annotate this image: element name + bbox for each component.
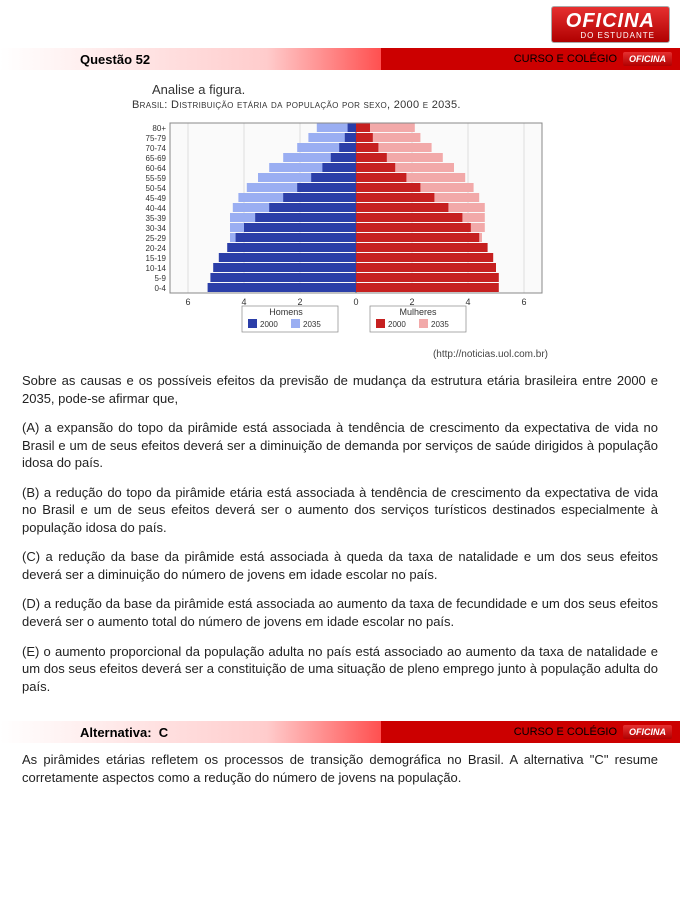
figure-instruction: Analise a figura. xyxy=(152,82,658,97)
pyramid-svg: 6 4 2 0 2 4 6 80+75-7970-7465-6960-6455-5950-54… xyxy=(120,117,560,347)
answer-label: Alternativa: C xyxy=(0,725,168,740)
svg-text:6: 6 xyxy=(521,297,526,307)
population-pyramid-chart: 6 4 2 0 2 4 6 80+75-7970-7465-6960-6455-5950-54… xyxy=(120,117,560,347)
logo-small: OFICINA xyxy=(623,52,672,66)
svg-text:10-14: 10-14 xyxy=(146,264,167,273)
svg-text:Homens: Homens xyxy=(269,307,303,317)
svg-text:0: 0 xyxy=(353,297,358,307)
svg-text:70-74: 70-74 xyxy=(146,144,167,153)
svg-text:4: 4 xyxy=(241,297,246,307)
question-intro: Sobre as causas e os possíveis efeitos d… xyxy=(22,372,658,407)
svg-text:2: 2 xyxy=(297,297,302,307)
svg-text:75-79: 75-79 xyxy=(146,134,167,143)
svg-text:50-54: 50-54 xyxy=(146,184,167,193)
stripe-right: CURSO E COLÉGIO OFICINA xyxy=(381,48,680,70)
svg-text:2000: 2000 xyxy=(260,320,278,329)
svg-text:80+: 80+ xyxy=(152,124,166,133)
alt-e: (E) o aumento proporcional da população … xyxy=(22,643,658,696)
svg-text:30-34: 30-34 xyxy=(146,224,167,233)
header: OFICINA DO ESTUDANTE xyxy=(0,0,680,48)
svg-text:0-4: 0-4 xyxy=(154,284,166,293)
content: Analise a figura. Brasil: Distribuição e… xyxy=(0,70,680,721)
svg-text:20-24: 20-24 xyxy=(146,244,167,253)
logo-sub: DO ESTUDANTE xyxy=(566,32,655,40)
answer-label-text: Alternativa: xyxy=(80,725,152,740)
svg-text:2035: 2035 xyxy=(303,320,321,329)
svg-text:2000: 2000 xyxy=(388,320,406,329)
course-label: CURSO E COLÉGIO xyxy=(514,53,617,65)
question-stripe: Questão 52 CURSO E COLÉGIO OFICINA xyxy=(0,48,680,70)
svg-text:4: 4 xyxy=(465,297,470,307)
alt-d: (D) a redução da base da pirâmide está a… xyxy=(22,595,658,630)
svg-text:35-39: 35-39 xyxy=(146,214,167,223)
logo-small-2: OFICINA xyxy=(623,725,672,739)
alt-b: (B) a redução do topo da pirâmide etária… xyxy=(22,484,658,537)
svg-text:65-69: 65-69 xyxy=(146,154,167,163)
question-number: Questão 52 xyxy=(0,52,150,67)
alt-c: (C) a redução da base da pirâmide está a… xyxy=(22,548,658,583)
svg-text:25-29: 25-29 xyxy=(146,234,167,243)
svg-text:2035: 2035 xyxy=(431,320,449,329)
logo: OFICINA DO ESTUDANTE xyxy=(551,6,670,43)
svg-text:6: 6 xyxy=(185,297,190,307)
answer-stripe: Alternativa: C CURSO E COLÉGIO OFICINA xyxy=(0,721,680,743)
svg-text:5-9: 5-9 xyxy=(154,274,166,283)
svg-text:60-64: 60-64 xyxy=(146,164,167,173)
answer-stripe-left: Alternativa: C xyxy=(0,721,381,743)
explanation: As pirâmides etárias refletem os process… xyxy=(0,743,680,804)
alt-a: (A) a expansão do topo da pirâmide está … xyxy=(22,419,658,472)
svg-text:2: 2 xyxy=(409,297,414,307)
svg-text:40-44: 40-44 xyxy=(146,204,167,213)
logo-main: OFICINA xyxy=(566,10,655,32)
figure-source: (http://noticias.uol.com.br) xyxy=(22,349,548,360)
svg-text:45-49: 45-49 xyxy=(146,194,167,203)
answer-letter: C xyxy=(159,725,168,740)
stripe-left: Questão 52 xyxy=(0,48,381,70)
figure-title: Brasil: Distribuição etária da população… xyxy=(132,99,658,111)
answer-stripe-right: CURSO E COLÉGIO OFICINA xyxy=(381,721,680,743)
svg-text:15-19: 15-19 xyxy=(146,254,167,263)
svg-text:55-59: 55-59 xyxy=(146,174,167,183)
svg-text:Mulheres: Mulheres xyxy=(399,307,437,317)
answer-course-label: CURSO E COLÉGIO xyxy=(514,726,617,738)
